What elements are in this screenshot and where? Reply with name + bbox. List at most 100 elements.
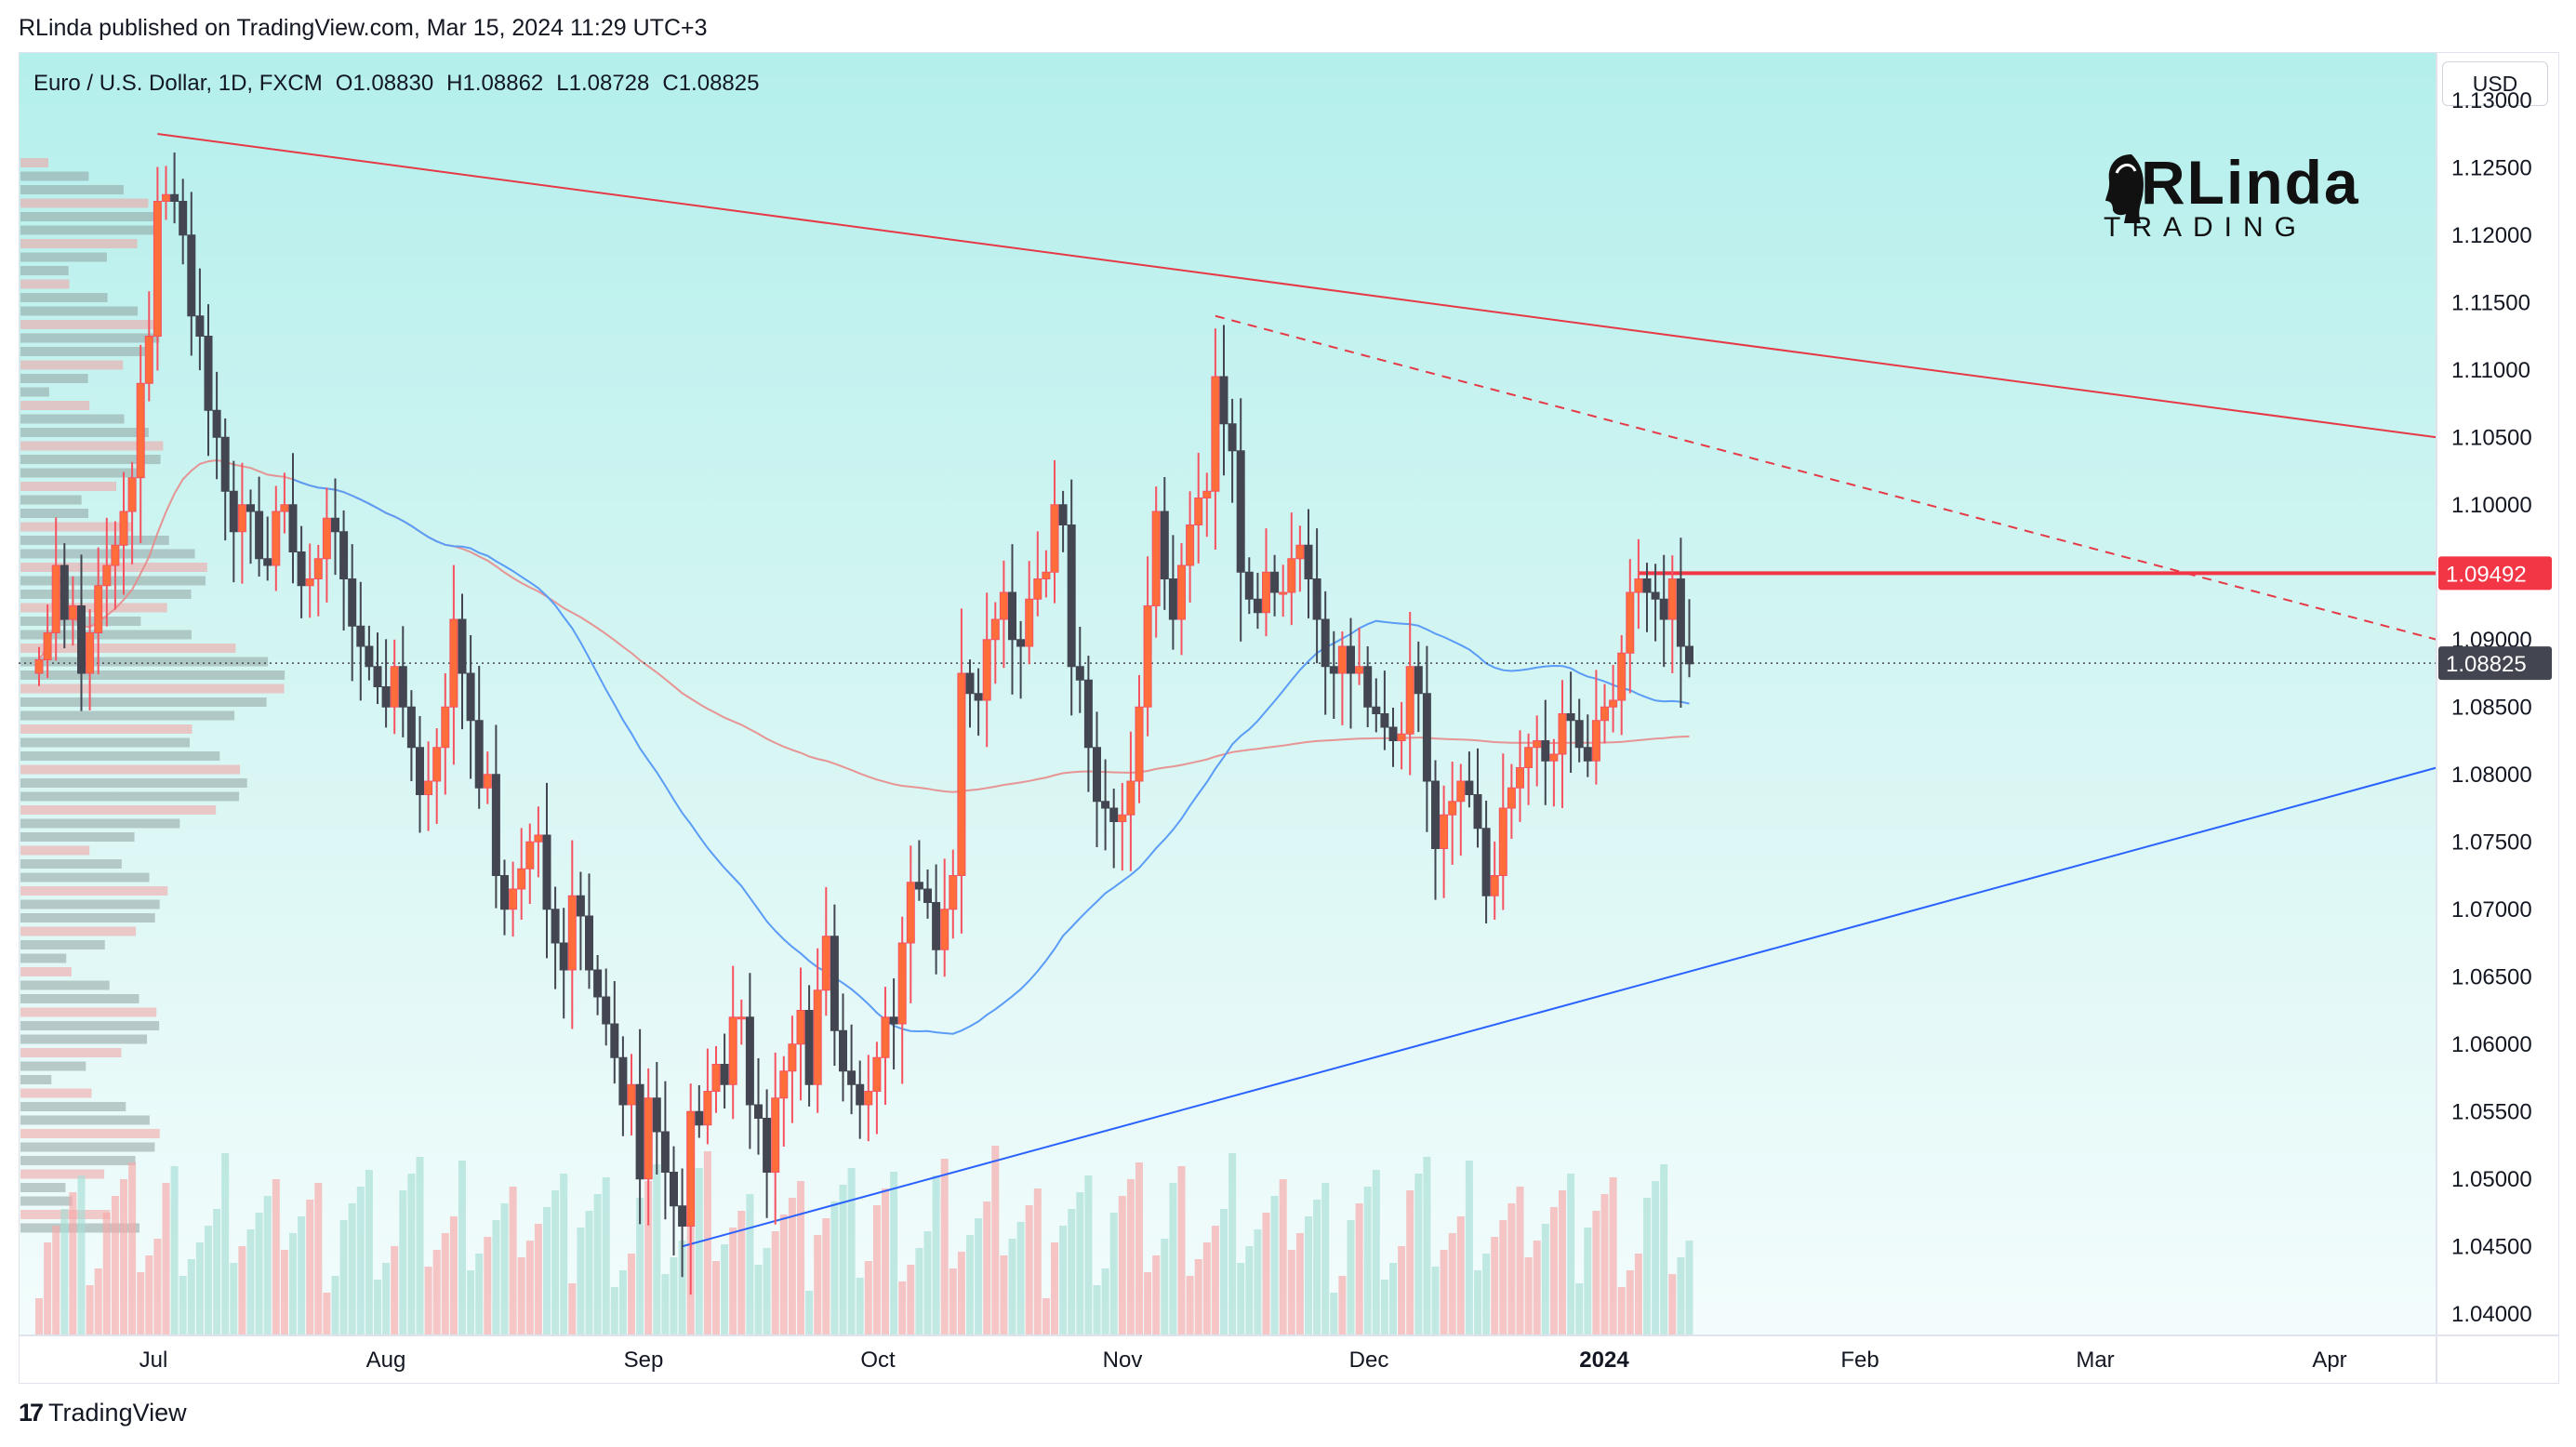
plot-area[interactable]: [19, 52, 2437, 1335]
candle-body: [534, 834, 543, 843]
candle-body: [1202, 490, 1212, 498]
candle-body: [102, 564, 112, 587]
tradingview-wordmark: TradingView: [48, 1399, 187, 1427]
candle-body: [246, 504, 255, 512]
volume-bar: [1347, 1220, 1355, 1335]
candle-body: [559, 942, 568, 971]
candle-body: [1118, 814, 1127, 822]
candle-body: [1016, 639, 1026, 647]
candle-body: [1083, 679, 1093, 749]
volume-bar: [560, 1174, 568, 1335]
ohlc-low: L1.08728: [556, 71, 650, 96]
volume-bar: [382, 1263, 391, 1335]
volume-bar: [1600, 1194, 1609, 1335]
candle-body: [390, 666, 399, 708]
candle-body: [195, 315, 205, 337]
candles: [34, 152, 1693, 1295]
volume-profile-bar: [20, 185, 124, 194]
candle-body: [754, 1104, 763, 1119]
volume-bar: [1389, 1263, 1397, 1335]
volume-bar: [814, 1235, 822, 1335]
volume-bar: [1228, 1153, 1237, 1335]
volume-bar: [424, 1267, 432, 1335]
currency-button[interactable]: USD: [2442, 61, 2548, 106]
candle-body: [771, 1097, 780, 1173]
volume-profile-bar: [20, 590, 192, 599]
volume-profile-bar: [20, 1156, 136, 1165]
candle-body: [1456, 780, 1466, 803]
volume-bar: [729, 1228, 737, 1335]
candle-body: [1101, 801, 1110, 809]
candle-body: [356, 625, 365, 647]
candle-body: [68, 605, 77, 620]
volume-bar: [298, 1216, 306, 1335]
candle-body: [1388, 726, 1398, 741]
volume-bar: [35, 1298, 43, 1335]
candle-body: [255, 511, 264, 560]
candle-body: [881, 1016, 890, 1058]
candle-body: [804, 1010, 814, 1085]
volume-profile-bar: [20, 347, 149, 356]
candle-body: [1279, 591, 1288, 595]
candle-body: [237, 504, 246, 533]
candle-body: [187, 234, 196, 317]
volume-profile-bar: [20, 630, 192, 640]
volume-bar: [137, 1272, 145, 1335]
brand-logo: RLinda TRADING: [2104, 147, 2358, 249]
volume-profile-bar: [20, 724, 193, 734]
price-tick-label: 1.05000: [2451, 1167, 2532, 1192]
volume-profile-bar: [20, 1169, 105, 1179]
candle-body: [432, 747, 442, 782]
volume-bar: [1533, 1241, 1541, 1335]
volume-bar: [593, 1194, 602, 1335]
volume-bar: [44, 1242, 52, 1335]
candle-body: [1337, 645, 1347, 674]
volume-profile-bar: [20, 482, 117, 491]
volume-profile-bar: [20, 468, 144, 478]
volume-profile-bar: [20, 401, 90, 410]
tradingview-logo[interactable]: 17 TradingView: [19, 1399, 187, 1427]
candle-body: [1448, 801, 1457, 816]
candle-body: [220, 436, 230, 492]
volume-profile-bar: [20, 967, 72, 976]
candle-body: [51, 564, 60, 633]
volume-bar: [1423, 1157, 1431, 1335]
volume-bar: [1042, 1298, 1050, 1335]
volume-bar: [230, 1263, 238, 1335]
volume-profile-bar: [20, 293, 108, 302]
price-tick-label: 1.10000: [2451, 493, 2532, 518]
volume-profile-bar: [20, 1007, 157, 1017]
price-tick-label: 1.13000: [2451, 88, 2532, 113]
candle-body: [728, 1016, 737, 1085]
volume-bar: [966, 1235, 974, 1335]
candle-body: [1025, 598, 1034, 647]
ohlc-open: O1.08830: [335, 71, 434, 96]
volume-bar: [568, 1283, 577, 1335]
volume-bar: [1380, 1280, 1388, 1335]
volume-bar: [628, 1254, 635, 1335]
volume-profile-bar: [20, 791, 240, 802]
candle-body: [763, 1118, 772, 1173]
volume-profile-bar: [20, 845, 90, 856]
candle-body: [179, 201, 188, 236]
volume-bar: [1135, 1162, 1143, 1335]
volume-profile-bar: [20, 387, 49, 397]
candle-body: [635, 1083, 644, 1180]
candle-body: [204, 336, 213, 411]
candle-body: [796, 1010, 805, 1045]
price-tick-label: 1.07000: [2451, 897, 2532, 923]
volume-bar: [610, 1287, 618, 1335]
candle-body: [1262, 571, 1270, 614]
candle-body: [585, 915, 593, 971]
time-tick-label: Apr: [2312, 1347, 2346, 1373]
candle-body: [678, 1205, 687, 1227]
candle-body: [348, 578, 357, 627]
candle-body: [144, 336, 153, 384]
volume-bar: [145, 1255, 153, 1335]
volume-bar: [1144, 1272, 1152, 1335]
volume-bar: [805, 1291, 814, 1335]
volume-profile-bar: [20, 1183, 66, 1192]
volume-profile-bar: [20, 1061, 86, 1071]
volume-profile-bar: [20, 225, 156, 235]
